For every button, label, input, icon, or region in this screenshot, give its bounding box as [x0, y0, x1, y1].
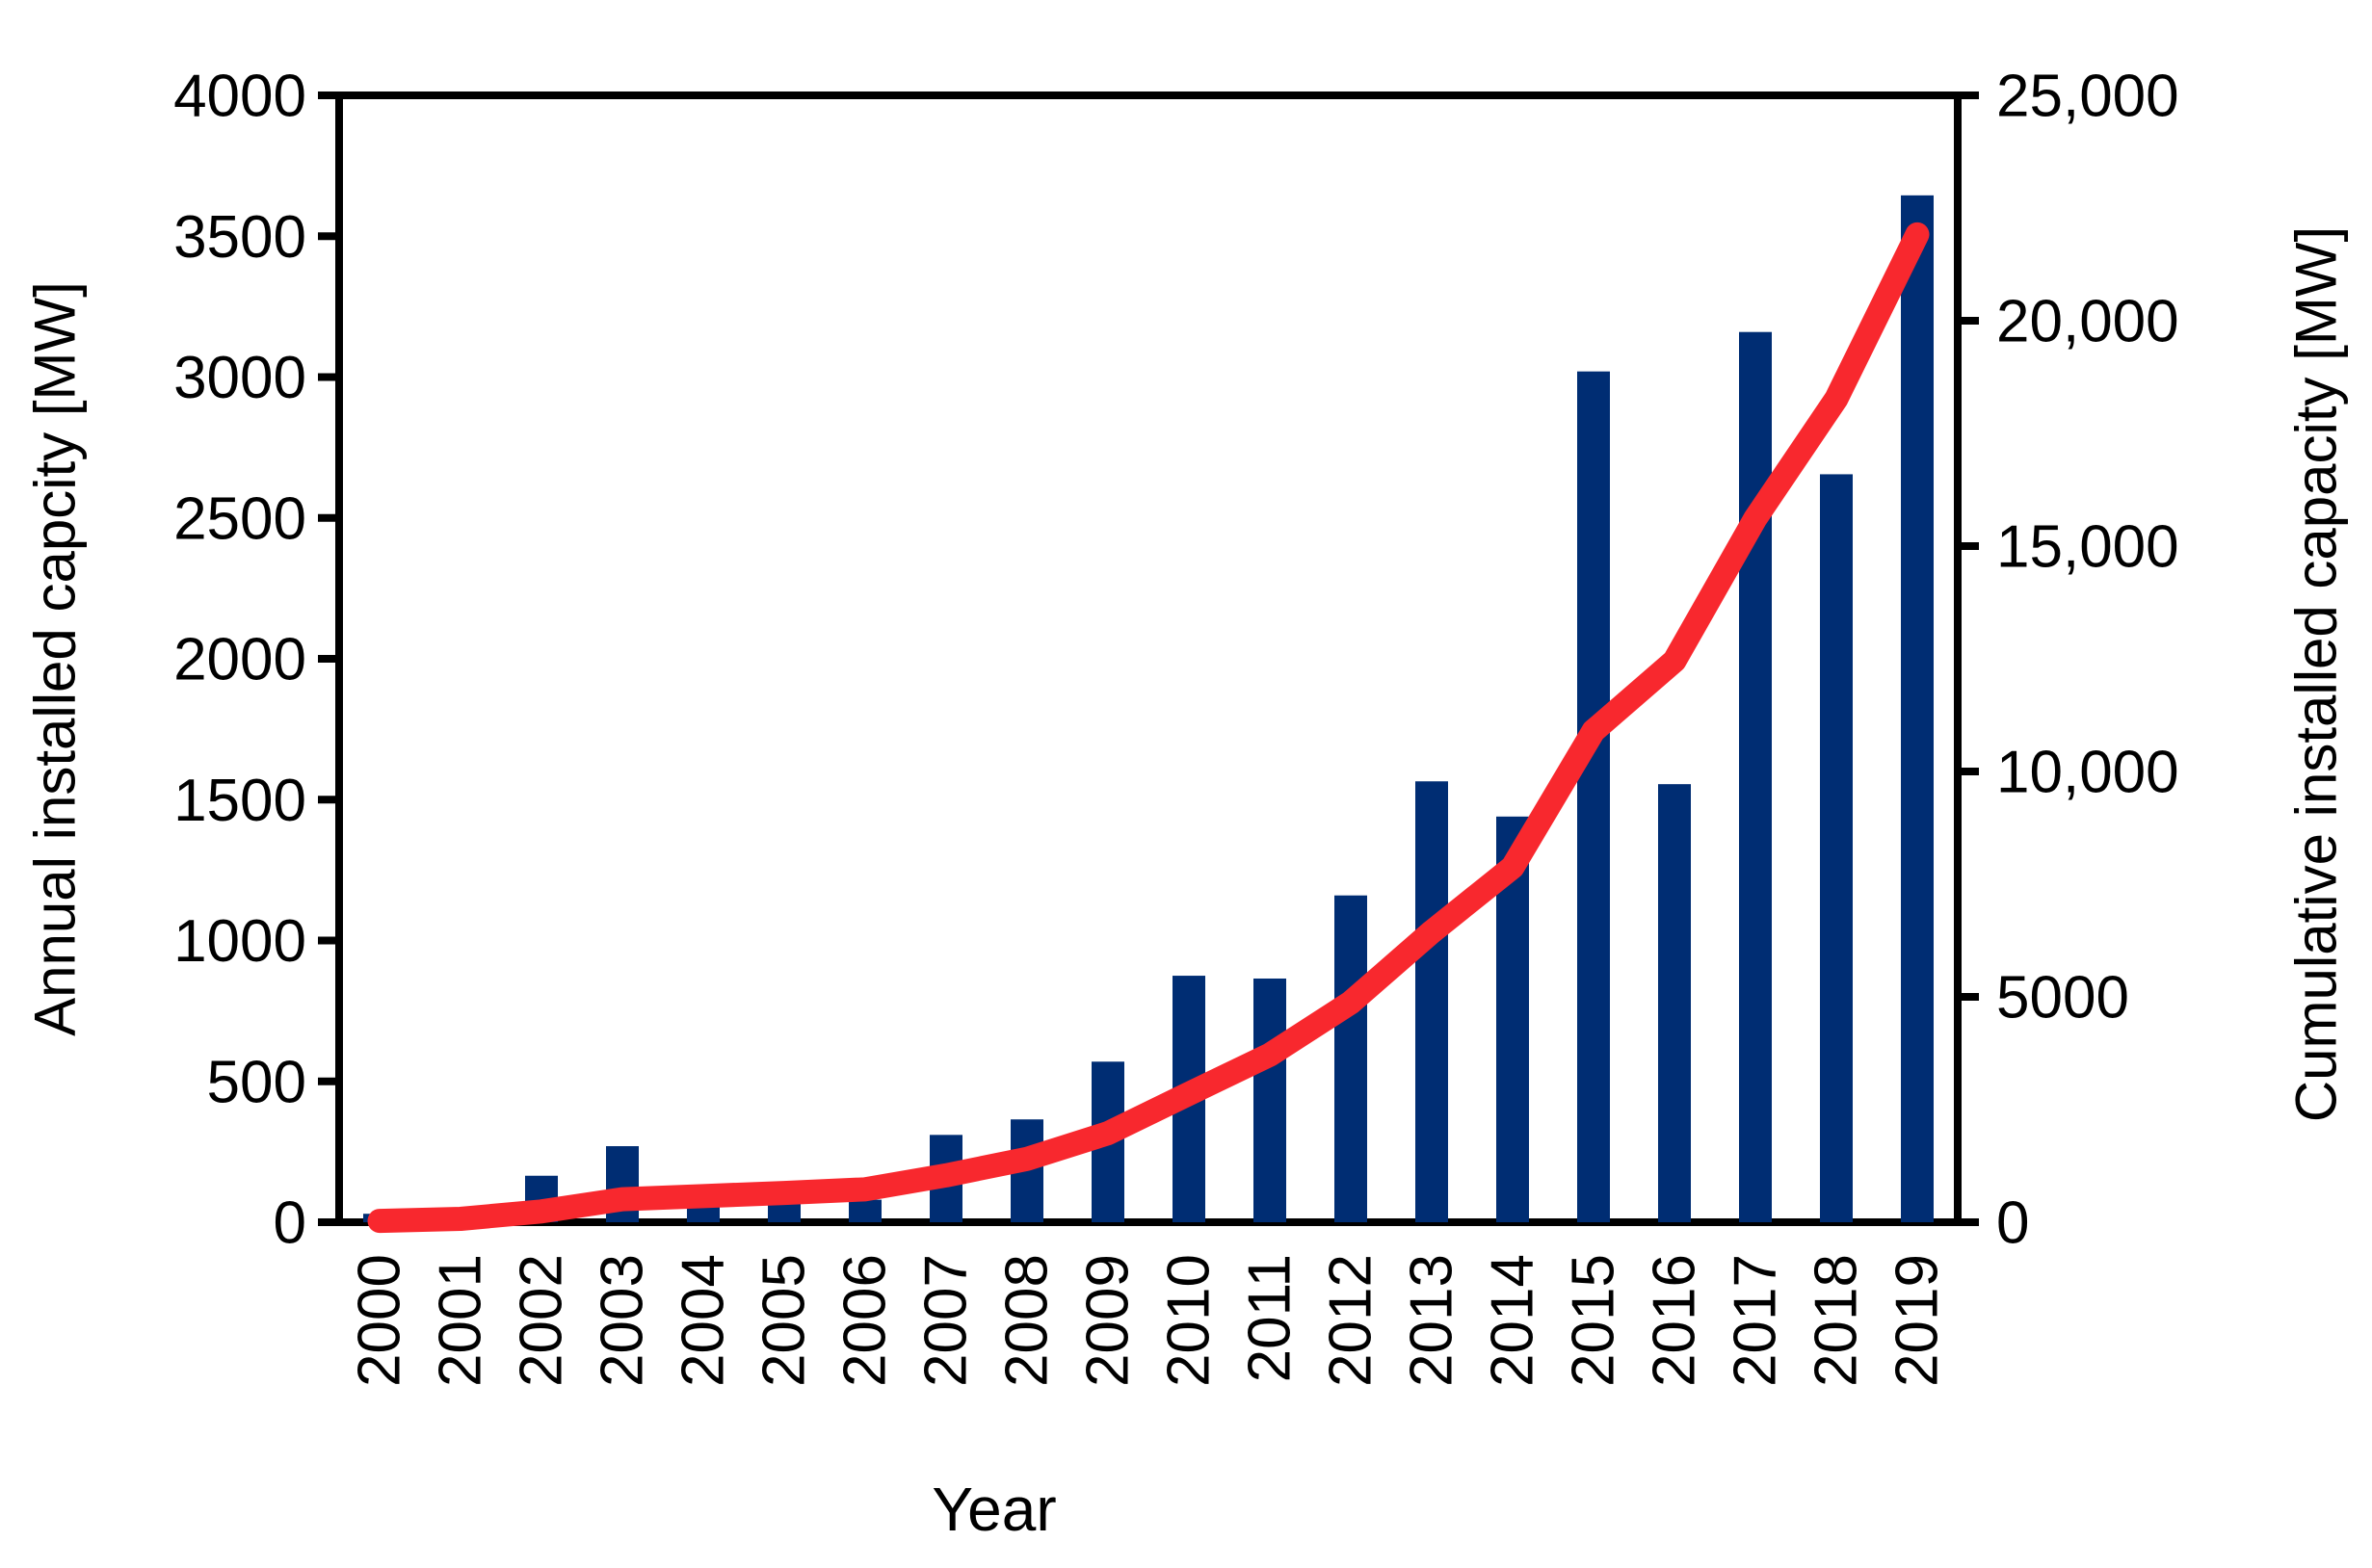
left-axis-tick-label: 3500: [173, 204, 306, 271]
x-axis-tick-label: 2012: [1317, 1254, 1384, 1387]
x-axis-tick-label: 2013: [1398, 1254, 1464, 1387]
x-axis-tick-label: 2007: [912, 1254, 979, 1387]
right-axis-tick-label: 0: [1996, 1190, 2029, 1257]
bar-2015: [1577, 371, 1610, 1222]
x-axis-tick-label: 2010: [1155, 1254, 1222, 1387]
x-axis-tick-label: 2018: [1803, 1254, 1869, 1387]
right-axis-title: Cumulative installed capacity [MW]: [2283, 225, 2349, 1123]
bar-2005: [768, 1202, 801, 1222]
right-axis-tick-label: 5000: [1996, 965, 2129, 1032]
x-axis-tick-label: 2004: [670, 1254, 736, 1387]
x-axis-tick-label: 2006: [831, 1254, 898, 1387]
left-axis-tick-label: 2000: [173, 627, 306, 693]
cumulative-line: [367, 222, 1930, 1234]
x-axis-tick-label: 2000: [346, 1254, 412, 1387]
left-axis-title: Annual installed capcity [MW]: [22, 281, 88, 1036]
plot-border: [335, 91, 1962, 1226]
x-axis-tick-label: 2008: [993, 1254, 1060, 1387]
x-axis-tick-label: 2005: [751, 1254, 817, 1387]
x-axis-tick-label: 2011: [1236, 1254, 1303, 1382]
x-axis-tick-label: 2009: [1074, 1254, 1141, 1387]
left-axis-tick-label: 2500: [173, 485, 306, 552]
right-axis-tick-label: 25,000: [1996, 64, 2179, 130]
x-axis-tick-label: 2014: [1479, 1254, 1545, 1387]
left-axis-tick-label: 4000: [173, 64, 306, 130]
bar-2019: [1901, 195, 1934, 1222]
left-axis-tick-label: 1000: [173, 908, 306, 975]
x-axis-tick-label: 2017: [1722, 1254, 1788, 1387]
x-axis-title: Year: [932, 1475, 1057, 1544]
left-axis-tick-label: 3000: [173, 345, 306, 411]
right-axis-tick-label: 10,000: [1996, 740, 2179, 806]
x-axis-tick-label: 2016: [1641, 1254, 1707, 1387]
bar-2016: [1658, 784, 1691, 1222]
left-axis-tick-label: 500: [207, 1049, 306, 1115]
bar-2011: [1253, 978, 1286, 1222]
left-axis-tick-label: 0: [274, 1190, 306, 1257]
left-axis-tick-label: 1500: [173, 768, 306, 834]
bar-2012: [1334, 895, 1367, 1222]
bar-2018: [1820, 474, 1853, 1223]
bar-2006: [849, 1199, 882, 1222]
x-axis-tick-label: 2015: [1560, 1254, 1626, 1387]
right-axis-tick-label: 20,000: [1996, 289, 2179, 355]
x-axis-tick-label: 2019: [1884, 1254, 1950, 1387]
right-axis-tick-label: 15,000: [1996, 514, 2179, 581]
x-axis-tick-label: 2002: [508, 1254, 574, 1387]
bar-2017: [1739, 331, 1772, 1222]
x-axis-tick-label: 2001: [427, 1254, 493, 1387]
bar-2013: [1415, 781, 1448, 1222]
x-axis-tick-label: 2003: [589, 1254, 655, 1387]
